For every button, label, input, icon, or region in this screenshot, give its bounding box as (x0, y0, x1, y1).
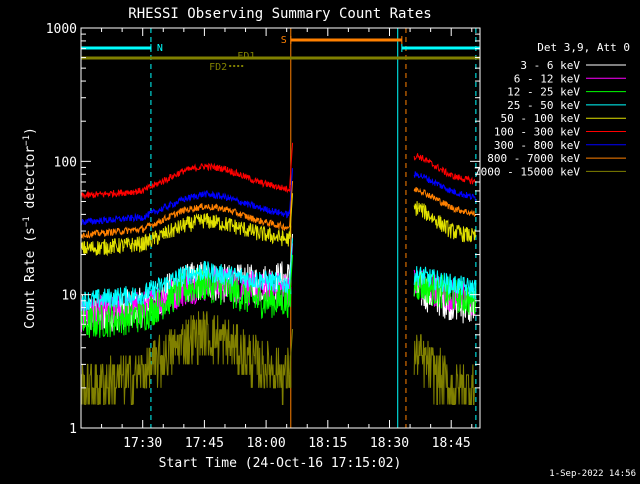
x-tick-label-0: 17:30 (123, 436, 162, 451)
plot-area: N S FD1 FD2 (80, 28, 481, 428)
legend-label-4: 50 - 100 keV (501, 112, 581, 125)
series-line-3-seg-1 (413, 266, 477, 300)
legend-label-1: 6 - 12 keV (514, 72, 581, 85)
legend-label-0: 3 - 6 keV (520, 59, 580, 72)
series-spike-start-7 (289, 181, 294, 227)
flag-label-s: S (281, 35, 287, 46)
series-line-4-seg-1 (413, 201, 477, 243)
series-line-5-seg-1 (413, 153, 476, 185)
legend-label-5: 100 - 300 keV (494, 126, 580, 139)
series-line-4-seg-0 (80, 213, 292, 257)
series-spike-start-2 (289, 254, 294, 301)
y-tick-label-2: 100 (54, 155, 77, 170)
x-axis-label: Start Time (24-Oct-16 17:15:02) (159, 456, 402, 471)
series-spike-start-4 (289, 193, 294, 239)
flag-label-fd2: FD2 (209, 62, 227, 73)
series-line-7-seg-1 (413, 186, 477, 217)
y-tick-label-0: 1 (69, 422, 77, 437)
y-tick-label-1: 10 (61, 289, 77, 304)
legend-header: Det 3,9, Att 0 (537, 41, 630, 54)
series-spike-start-5 (289, 142, 294, 189)
x-tick-label-3: 18:15 (308, 436, 347, 451)
legend-label-6: 300 - 800 keV (494, 139, 580, 152)
series-line-7-seg-0 (80, 203, 292, 240)
x-tick-label-2: 18:00 (247, 436, 286, 451)
x-tick-label-4: 18:30 (370, 436, 409, 451)
y-tick-label-3: 1000 (46, 22, 77, 37)
legend-label-2: 12 - 25 keV (507, 86, 580, 99)
series-spike-start-8 (289, 328, 294, 375)
flag-label-n: N (157, 43, 163, 54)
series-line-6-seg-0 (80, 189, 292, 226)
series-line-6-seg-1 (413, 171, 477, 202)
series-line-5-seg-0 (80, 162, 292, 199)
legend-label-3: 25 - 50 keV (507, 99, 580, 112)
timestamp: 1-Sep-2022 14:56 (549, 469, 636, 479)
series-line-8-seg-1 (413, 334, 476, 405)
series-spike-start-3 (289, 238, 294, 285)
series-line-3-seg-0 (80, 260, 292, 312)
chart-title: RHESSI Observing Summary Count Rates (128, 6, 431, 22)
plot-frame (80, 27, 481, 429)
series-line-2-seg-0 (80, 267, 292, 338)
axes: 1 10 100 1000 17:30 17:45 18:00 18:15 18:30 18:45 (46, 22, 480, 451)
flag-label-fd1: FD1 (237, 51, 255, 62)
legend-label-7: 800 - 7000 keV (487, 152, 580, 165)
legend-label-8: 7000 - 15000 keV (474, 165, 580, 178)
series-line-8-seg-0 (81, 311, 292, 405)
x-tick-label-1: 17:45 (185, 436, 224, 451)
x-tick-label-5: 18:45 (432, 436, 471, 451)
y-axis-label: Count Rate (s−1 detector−1) (22, 127, 38, 329)
series-spike-start-6 (289, 168, 294, 214)
